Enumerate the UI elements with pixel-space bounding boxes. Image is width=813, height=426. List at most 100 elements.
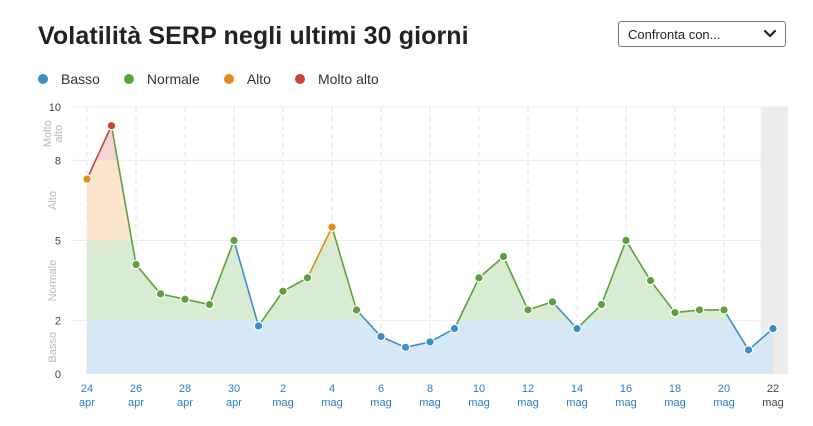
y-tick-label: 10 <box>49 102 61 114</box>
data-point <box>278 286 288 297</box>
x-tick-label: mag <box>713 397 734 409</box>
x-tick-label: mag <box>272 397 293 409</box>
y-tick-label: 0 <box>55 369 61 381</box>
x-tick-label: 10 <box>473 383 485 395</box>
x-tick-label: mag <box>517 397 538 409</box>
data-point <box>82 174 92 184</box>
y-tick-label: 5 <box>55 236 61 248</box>
x-tick-label: 8 <box>427 383 433 395</box>
x-tick-label: 22 <box>767 383 779 395</box>
x-tick-label: mag <box>370 397 391 409</box>
data-point <box>376 331 386 342</box>
x-tick-label: mag <box>419 397 440 409</box>
legend-item-alto[interactable]: Alto <box>223 70 271 88</box>
series-line-segment <box>649 280 676 314</box>
data-point <box>180 294 190 305</box>
series-line-segment <box>135 264 162 295</box>
data-point <box>547 297 558 307</box>
x-tick-label: mag <box>321 397 342 409</box>
data-point <box>400 342 411 353</box>
data-point <box>621 235 631 246</box>
series-line-segment <box>723 309 750 351</box>
legend-item-basso[interactable]: Basso <box>38 70 100 88</box>
band-axis-label: Basso <box>47 332 59 363</box>
series-line-segment <box>110 125 137 265</box>
x-tick-label: 14 <box>571 383 583 395</box>
data-point <box>131 259 141 270</box>
band-axis-label: Alto <box>47 191 59 210</box>
compare-select[interactable]: Confronta con... <box>618 21 786 47</box>
y-tick-label: 2 <box>55 316 61 328</box>
data-point <box>253 321 264 331</box>
x-tick-label: 2 <box>280 383 286 395</box>
data-point <box>670 307 680 318</box>
x-tick-label: apr <box>226 397 242 409</box>
series-line-segment <box>747 328 774 351</box>
series-line-segment <box>355 309 382 338</box>
data-point <box>425 337 435 347</box>
x-tick-label: 20 <box>718 383 730 395</box>
legend-label-basso: Basso <box>61 71 100 87</box>
data-point <box>498 251 509 262</box>
series-line-segment <box>306 226 333 279</box>
legend-label-molto-alto: Molto alto <box>317 71 379 87</box>
data-point <box>449 323 460 334</box>
legend-label-alto: Alto <box>246 71 271 87</box>
x-tick-label: 12 <box>522 383 534 395</box>
x-tick-label: 4 <box>329 383 335 395</box>
data-point <box>229 235 239 246</box>
x-tick-label: apr <box>128 397 144 409</box>
legend-label-normale: Normale <box>146 71 200 87</box>
series-line-segment <box>86 125 113 180</box>
legend-dot-molto-alto <box>294 74 305 84</box>
data-point <box>302 273 313 283</box>
data-point <box>645 275 656 286</box>
x-tick-label: mag <box>566 397 587 409</box>
x-tick-label: 18 <box>669 383 681 395</box>
series-line-segment <box>502 256 529 311</box>
x-tick-label: 26 <box>130 383 142 395</box>
series-line-segment <box>600 240 627 305</box>
compare-select-label: Confronta con... <box>628 27 721 42</box>
x-tick-label: mag <box>762 397 783 409</box>
series-line-segment <box>551 301 578 330</box>
data-point <box>204 299 215 310</box>
x-tick-label: 30 <box>228 383 240 395</box>
x-tick-label: mag <box>468 397 489 409</box>
x-tick-label: mag <box>664 397 685 409</box>
data-point <box>523 305 533 315</box>
data-point <box>768 323 778 334</box>
data-point <box>719 305 729 315</box>
legend-dot-normale <box>123 74 134 84</box>
data-point <box>743 345 754 355</box>
legend-dot-basso <box>38 74 48 84</box>
y-tick-label: 8 <box>55 155 61 167</box>
series-line-segment <box>576 304 603 330</box>
chevron-down-icon <box>763 29 777 38</box>
band-axis-label-line: alto <box>53 125 65 143</box>
series-line-segment <box>625 240 652 281</box>
series-line-segment <box>233 240 260 327</box>
band-axis-label: Normale <box>47 260 59 302</box>
x-tick-label: apr <box>177 397 193 409</box>
data-point <box>596 299 607 310</box>
data-point <box>106 120 117 131</box>
data-point <box>694 305 705 315</box>
data-point <box>327 222 337 232</box>
current-day-highlight <box>760 107 788 374</box>
data-point <box>351 305 362 315</box>
x-tick-label: 16 <box>620 383 632 395</box>
legend-item-molto-alto[interactable]: Molto alto <box>294 70 379 88</box>
series-line-segment <box>208 240 235 305</box>
legend: Basso Normale Alto Molto alto <box>38 70 403 88</box>
x-tick-label: 28 <box>179 383 191 395</box>
data-point <box>572 323 582 334</box>
x-tick-label: apr <box>79 397 95 409</box>
x-tick-label: mag <box>615 397 636 409</box>
x-tick-label: 6 <box>378 383 384 395</box>
legend-item-normale[interactable]: Normale <box>123 70 200 88</box>
legend-dot-alto <box>223 74 234 84</box>
band-axis-label-line: Molto <box>42 120 54 147</box>
data-point <box>155 289 166 299</box>
